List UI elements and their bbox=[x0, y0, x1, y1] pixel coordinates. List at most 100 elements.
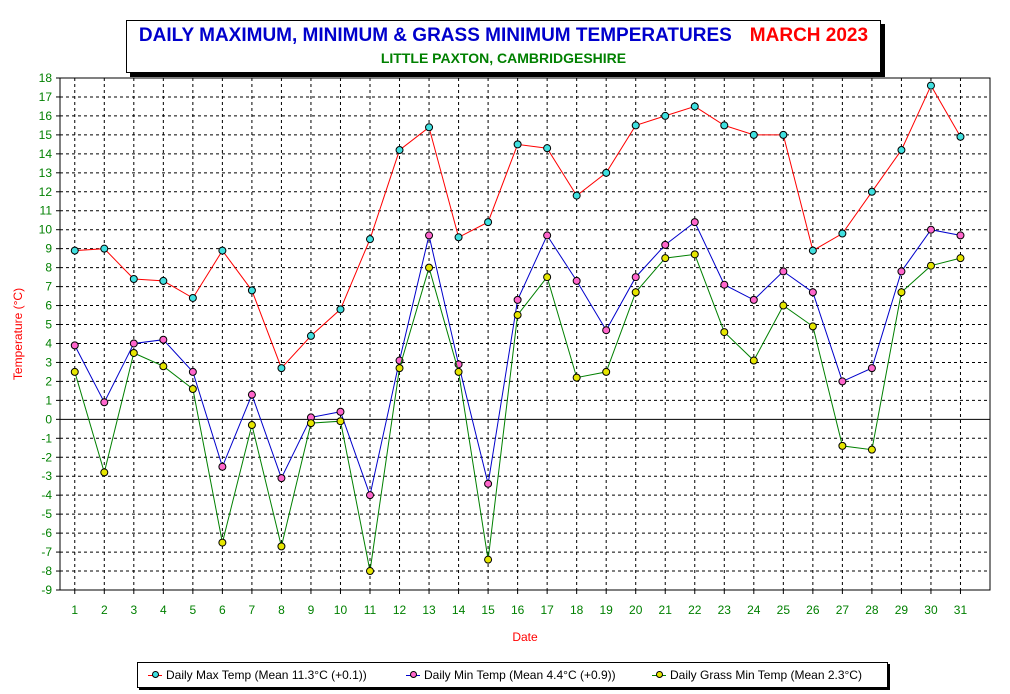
x-tick-label: 18 bbox=[570, 603, 584, 617]
data-point-s0 bbox=[956, 132, 965, 141]
series-group bbox=[70, 81, 965, 576]
title-line: DAILY MAXIMUM, MINIMUM & GRASS MINIMUM T… bbox=[127, 25, 880, 47]
data-point-s1 bbox=[956, 231, 965, 240]
x-tick-label: 12 bbox=[393, 603, 407, 617]
x-tick-label: 22 bbox=[688, 603, 702, 617]
data-point-s1 bbox=[188, 367, 197, 376]
data-point-s0 bbox=[631, 121, 640, 130]
data-point-s2 bbox=[926, 261, 935, 270]
x-tick-label: 26 bbox=[806, 603, 820, 617]
y-tick-label: 8 bbox=[45, 261, 52, 275]
legend-marker-max bbox=[152, 671, 159, 678]
data-point-s0 bbox=[336, 305, 345, 314]
data-point-s1 bbox=[513, 295, 522, 304]
data-point-s1 bbox=[159, 335, 168, 344]
chart-title: DAILY MAXIMUM, MINIMUM & GRASS MINIMUM T… bbox=[138, 25, 732, 46]
data-point-s1 bbox=[70, 341, 79, 350]
y-tick-label: 6 bbox=[45, 299, 52, 313]
y-tick-label: -9 bbox=[41, 583, 52, 597]
data-point-s2 bbox=[336, 417, 345, 426]
data-point-s0 bbox=[188, 293, 197, 302]
data-point-s1 bbox=[749, 295, 758, 304]
data-point-s0 bbox=[218, 246, 227, 255]
data-point-s1 bbox=[661, 240, 670, 249]
data-point-s2 bbox=[690, 250, 699, 259]
data-point-s2 bbox=[897, 288, 906, 297]
y-tick-label: 3 bbox=[45, 355, 52, 369]
y-tick-label: 5 bbox=[45, 318, 52, 332]
x-tick-label: 30 bbox=[924, 603, 938, 617]
x-tick-label: 29 bbox=[895, 603, 909, 617]
x-tick-label: 5 bbox=[190, 603, 197, 617]
data-point-s0 bbox=[808, 246, 817, 255]
y-tick-label: -3 bbox=[41, 469, 52, 483]
x-tick-label: 15 bbox=[481, 603, 495, 617]
y-tick-label: -6 bbox=[41, 526, 52, 540]
data-point-s1 bbox=[277, 474, 286, 483]
data-point-s1 bbox=[926, 225, 935, 234]
data-point-s2 bbox=[513, 311, 522, 320]
x-axis-label: Date bbox=[512, 630, 538, 644]
x-tick-label: 20 bbox=[629, 603, 643, 617]
data-point-s2 bbox=[366, 567, 374, 576]
chart-subtitle: LITTLE PAXTON, CAMBRIDGESHIRE bbox=[380, 50, 627, 66]
data-point-s0 bbox=[513, 140, 522, 149]
data-point-s0 bbox=[159, 276, 168, 285]
data-point-s2 bbox=[749, 356, 758, 365]
x-tick-label: 28 bbox=[865, 603, 879, 617]
data-point-s2 bbox=[661, 254, 670, 263]
y-tick-label: 10 bbox=[39, 223, 53, 237]
data-point-s2 bbox=[247, 421, 256, 430]
data-point-s0 bbox=[838, 229, 847, 238]
y-tick-label: 4 bbox=[45, 336, 52, 350]
x-tick-label: 21 bbox=[659, 603, 673, 617]
data-point-s0 bbox=[129, 275, 138, 284]
data-point-s2 bbox=[602, 367, 611, 376]
data-point-s0 bbox=[897, 146, 906, 155]
data-point-s0 bbox=[926, 81, 935, 90]
legend: Daily Max Temp (Mean 11.3°C (+0.1)) Dail… bbox=[137, 662, 888, 688]
data-point-s0 bbox=[70, 246, 79, 255]
data-point-s2 bbox=[425, 263, 434, 272]
y-tick-label: 15 bbox=[39, 128, 53, 142]
data-point-s1 bbox=[808, 288, 817, 297]
data-point-s2 bbox=[956, 254, 965, 263]
x-tick-label: 27 bbox=[836, 603, 850, 617]
data-point-s1 bbox=[631, 273, 640, 282]
plot-area bbox=[59, 77, 991, 591]
data-point-s0 bbox=[100, 244, 109, 253]
y-tick-label: 0 bbox=[45, 412, 52, 426]
data-point-s2 bbox=[159, 362, 168, 371]
x-tick-label: 17 bbox=[540, 603, 554, 617]
data-point-s1 bbox=[425, 231, 434, 240]
data-point-s2 bbox=[808, 322, 817, 331]
data-point-s2 bbox=[838, 441, 847, 450]
x-tick-label: 10 bbox=[334, 603, 348, 617]
y-tick-label: 14 bbox=[39, 147, 53, 161]
data-point-s0 bbox=[779, 130, 788, 139]
y-tick-label: 18 bbox=[39, 71, 53, 85]
data-point-s1 bbox=[247, 390, 256, 399]
y-tick-label: -5 bbox=[41, 507, 52, 521]
x-tick-label: 19 bbox=[600, 603, 614, 617]
y-tick-label: 13 bbox=[39, 166, 53, 180]
data-point-s0 bbox=[277, 364, 286, 373]
data-point-s2 bbox=[277, 542, 286, 551]
data-point-s0 bbox=[690, 102, 699, 111]
data-point-s1 bbox=[720, 280, 729, 289]
y-tick-label: 7 bbox=[45, 280, 52, 294]
data-point-s2 bbox=[631, 288, 640, 297]
data-point-s2 bbox=[100, 468, 109, 477]
data-point-s2 bbox=[188, 384, 197, 393]
y-axis-label: Temperature (°C) bbox=[11, 288, 25, 380]
x-tick-label: 31 bbox=[954, 603, 968, 617]
data-point-s0 bbox=[720, 121, 729, 130]
data-point-s0 bbox=[543, 144, 552, 153]
tick-labels: -9-8-7-6-5-4-3-2-10123456789101112131415… bbox=[39, 71, 968, 617]
data-point-s0 bbox=[484, 218, 493, 227]
x-tick-label: 6 bbox=[219, 603, 226, 617]
data-point-s1 bbox=[838, 377, 847, 386]
x-tick-label: 16 bbox=[511, 603, 525, 617]
data-point-s1 bbox=[336, 407, 345, 416]
